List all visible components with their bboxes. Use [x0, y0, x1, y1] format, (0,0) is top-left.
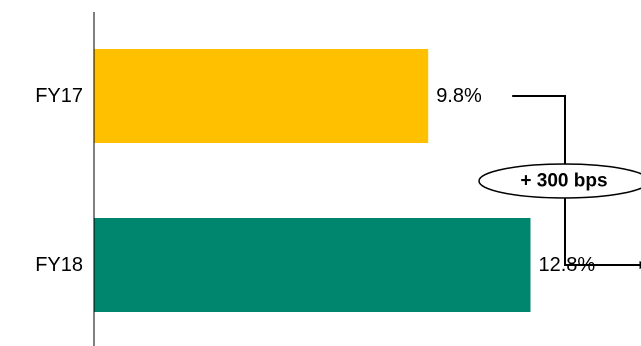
bar-fy18: [94, 218, 531, 312]
category-label-fy17: FY17: [35, 85, 83, 107]
change-badge-text: + 300 bps: [520, 171, 607, 192]
bars-group: [94, 49, 531, 312]
data-label-fy17: 9.8%: [436, 85, 482, 107]
bar-fy17: [94, 49, 429, 143]
change-badge-ellipse: [478, 163, 641, 199]
category-label-fy18: FY18: [35, 254, 83, 276]
change-annotation: + 300 bps: [478, 95, 641, 269]
